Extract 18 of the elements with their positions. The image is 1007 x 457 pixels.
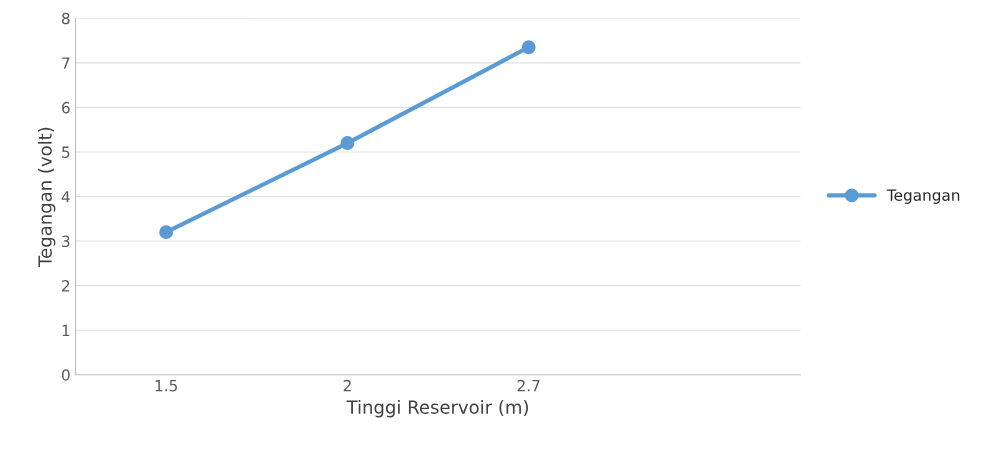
point: [521, 40, 536, 55]
y-tick-label: 8: [61, 12, 70, 25]
y-tick-label: 7: [62, 57, 70, 69]
point: [159, 225, 174, 240]
x-tick-label: 2.7: [517, 379, 540, 392]
y-tick-label: 5: [62, 146, 70, 158]
x-tick-label: 1.5: [155, 380, 177, 392]
y-tick-label: 1: [62, 324, 70, 336]
y-tick-label: 6: [62, 101, 70, 114]
y-axis-title: Tegangan (volt): [37, 127, 56, 267]
y-tick-label: 2: [62, 280, 70, 292]
y-tick-label: 4: [61, 191, 70, 203]
y-tick-label: 0: [61, 369, 70, 381]
point: [340, 136, 355, 150]
legend-label: Tegangan: [886, 189, 960, 204]
x-axis-title: Tinggi Reservoir (m): [346, 399, 528, 418]
x-tick-label: 2: [343, 379, 351, 392]
y-tick-label: 3: [62, 235, 70, 248]
